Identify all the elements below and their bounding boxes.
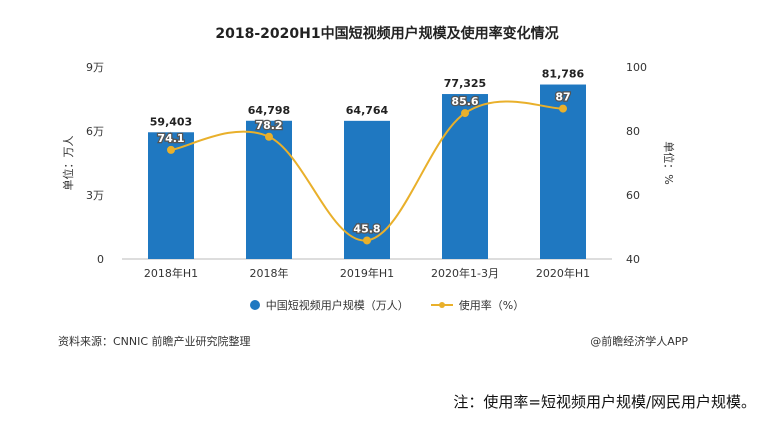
x-tick-label: 2020年1-3月 [431, 266, 499, 280]
bar [540, 84, 586, 260]
y-left-tick-label: 3万 [86, 189, 104, 202]
legend-label-rate: 使用率（%） [458, 299, 525, 312]
x-tick-label: 2018年 [250, 266, 289, 280]
line-data-label: 85.6 [451, 95, 478, 108]
chart-legend: 中国短视频用户规模（万人） 使用率（%） [0, 297, 774, 313]
y-right-tick-label: 60 [626, 189, 640, 202]
footnote-text: 注：使用率=短视频用户规模/网民用户规模。 [453, 393, 756, 411]
line-data-label: 87 [555, 91, 570, 104]
x-tick-label: 2018年H1 [144, 266, 198, 280]
line-point [559, 104, 567, 113]
legend-item-rate[interactable]: 使用率（%） [430, 297, 525, 313]
line-point [265, 132, 273, 141]
line-point [167, 145, 175, 154]
legend-line-swatch [430, 300, 453, 310]
legend-label-users: 中国短视频用户规模（万人） [265, 299, 409, 312]
bar-data-label: 81,786 [542, 68, 585, 81]
y-left-tick-label: 6万 [86, 125, 104, 138]
bar-data-label: 59,403 [150, 115, 192, 128]
bar [246, 120, 292, 259]
bar-data-label: 64,764 [346, 104, 389, 117]
y-right-tick-label: 40 [626, 253, 640, 266]
chart-title: 2018-2020H1中国短视频用户规模及使用率变化情况 [215, 26, 559, 42]
line-point [461, 109, 469, 118]
line-data-label: 45.8 [353, 222, 380, 235]
y-right-tick-label: 80 [626, 125, 640, 138]
x-tick-label: 2019年H1 [340, 266, 394, 280]
line-data-label: 74.1 [157, 132, 184, 145]
legend-bar-swatch [249, 300, 260, 310]
bar-data-label: 77,325 [444, 77, 486, 90]
y-left-tick-label: 9万 [86, 61, 104, 74]
y-right-axis-title: 单位：% [662, 141, 676, 184]
line-point [363, 236, 371, 245]
bar-data-label: 64,798 [248, 104, 290, 117]
y-left-tick-label: 0 [97, 253, 104, 266]
x-tick-label: 2020年H1 [536, 266, 590, 280]
brand-text: @前瞻经济学人APP [590, 335, 688, 348]
y-right-tick-label: 100 [626, 61, 647, 74]
line-data-label: 78.2 [255, 119, 282, 132]
y-left-axis-title: 单位：万人 [61, 136, 75, 191]
source-text: 资料来源：CNNIC 前瞻产业研究院整理 [58, 335, 251, 348]
legend-item-users[interactable]: 中国短视频用户规模（万人） [249, 297, 409, 313]
bar [442, 94, 488, 259]
